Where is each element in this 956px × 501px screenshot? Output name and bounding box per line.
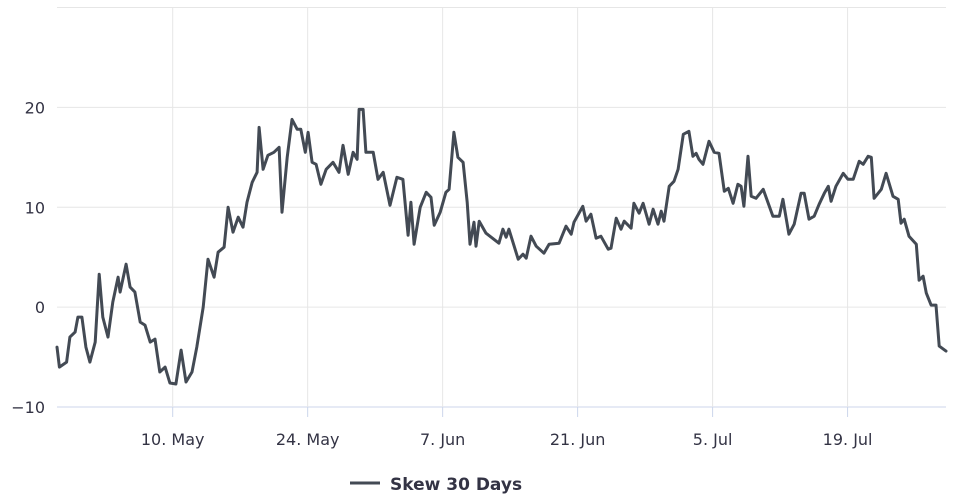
y-tick-label: −10 (11, 398, 45, 417)
grid (57, 7, 946, 417)
x-tick-label: 24. May (276, 430, 340, 449)
legend-label: Skew 30 Days (390, 475, 522, 495)
x-tick-label: 10. May (141, 430, 205, 449)
y-tick-label: 10 (25, 198, 45, 217)
x-tick-label: 21. Jun (550, 430, 606, 449)
series-line-skew-30-days[interactable] (55, 107, 948, 386)
x-tick-label: 5. Jul (693, 430, 733, 449)
x-tick-label: 7. Jun (420, 430, 465, 449)
x-tick-label: 19. Jul (823, 430, 873, 449)
y-tick-label: 20 (25, 98, 45, 117)
x-axis-labels: 10. May 24. May 7. Jun 21. Jun 5. Jul 19. Jul (141, 430, 873, 449)
y-tick-label: 0 (35, 298, 45, 317)
legend-item-skew-30-days[interactable]: Skew 30 Days (350, 475, 522, 495)
y-axis-labels: −10 0 10 20 (11, 98, 45, 417)
